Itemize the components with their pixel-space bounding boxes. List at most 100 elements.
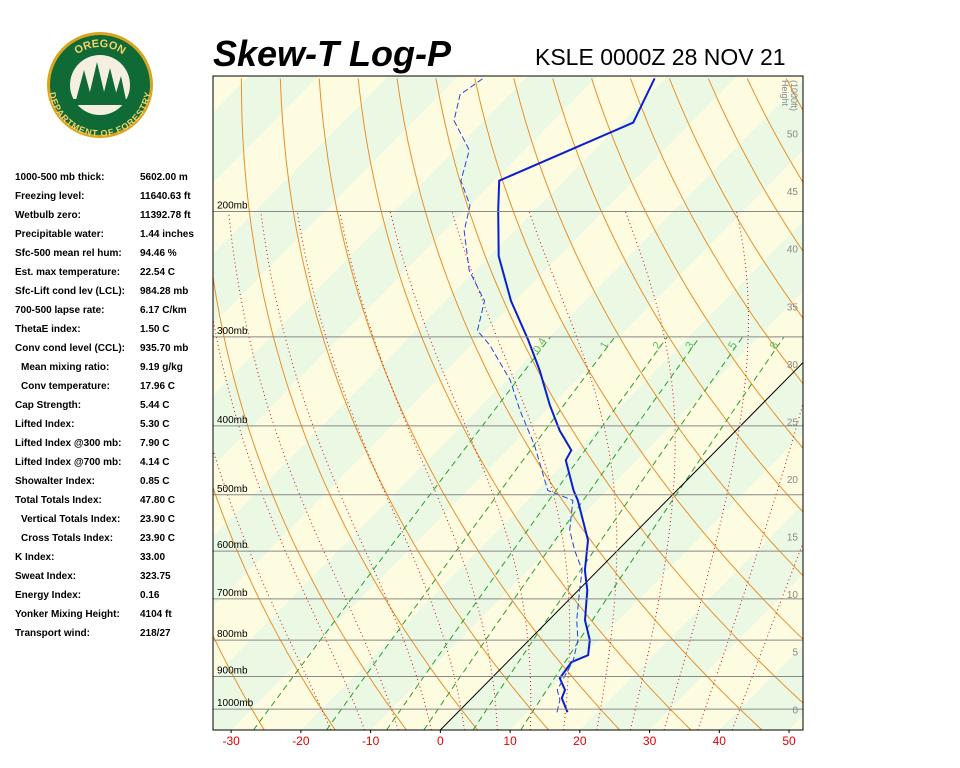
index-label: Precipitable water: — [15, 229, 104, 240]
title: Skew-T Log-P — [213, 33, 452, 74]
y2-tick-label: 25 — [787, 417, 799, 428]
index-label: Showalter Index: — [15, 476, 95, 487]
isotherm-band — [579, 503, 803, 730]
y-tick-label: 500mb — [217, 484, 248, 495]
y2-tick-label: 35 — [787, 302, 799, 313]
y-tick-label: 700mb — [217, 588, 248, 599]
index-label: K Index: — [15, 552, 54, 563]
mixing-ratio-label: 2 — [651, 340, 664, 351]
dry-adiabat — [942, 78, 960, 730]
y2-axis-label: Height — [780, 80, 790, 107]
logo-top-text: OREGON — [72, 38, 127, 57]
index-value: 5.30 C — [140, 419, 169, 430]
index-value: 5602.00 m — [140, 172, 188, 183]
dry-adiabat — [825, 78, 960, 730]
y2-tick-label: 0 — [792, 705, 798, 716]
index-value: 94.46 % — [140, 248, 177, 259]
index-label: Sfc-500 mean rel hum: — [15, 248, 122, 259]
y2-tick-label: 15 — [787, 533, 799, 544]
isotherm-band — [649, 574, 803, 730]
y2-tick-label: 30 — [787, 360, 799, 371]
isotherm-band — [213, 76, 459, 325]
index-value: 9.19 g/kg — [140, 362, 183, 373]
index-label: Total Totals Index: — [15, 495, 102, 506]
dry-adiabat — [591, 78, 803, 449]
index-label: Vertical Totals Index: — [21, 514, 120, 525]
mixing-ratio-label: 3 — [683, 340, 696, 351]
mixing-ratio-line — [326, 336, 616, 730]
moist-adiabat — [213, 316, 366, 730]
isotherm-band — [929, 76, 960, 730]
index-value: 11392.78 ft — [140, 210, 191, 221]
mixing-ratio-line — [472, 336, 744, 730]
plot: 0.4 1 2 3 5 81000mb900mb800mb700mb600mb500mb4… — [212, 75, 960, 748]
mixing-ratio-line — [520, 336, 785, 730]
y-tick-label: 800mb — [217, 629, 248, 640]
isotherm-band — [213, 79, 803, 730]
dry-adiabat — [903, 78, 960, 730]
logo-trees — [76, 62, 126, 100]
logo-ground — [72, 99, 128, 105]
x-tick-label: -10 — [362, 734, 380, 748]
index-value: 22.54 C — [140, 267, 175, 278]
index-value: 1.50 C — [140, 324, 169, 335]
mixing-ratio-line — [253, 336, 551, 730]
isotherm-band — [370, 291, 803, 730]
index-value: 11640.63 ft — [140, 191, 191, 202]
index-value: 1.44 inches — [140, 229, 194, 240]
moist-adiabat — [296, 211, 465, 730]
y2-tick-label: 50 — [787, 130, 799, 141]
index-value: 5.44 C — [140, 400, 169, 411]
x-tick-label: -30 — [222, 734, 240, 748]
index-value: 4.14 C — [140, 457, 169, 468]
mixing-ratio-label: 8 — [768, 340, 781, 351]
isotherm-band — [231, 150, 803, 730]
index-value: 4104 ft — [140, 609, 172, 620]
index-value: 218/27 — [140, 628, 171, 639]
y2-axis-label: (1000ft) — [789, 80, 799, 111]
zero-isotherm — [439, 361, 803, 730]
y2-tick-label: 40 — [787, 245, 799, 256]
index-value: 984.28 mb — [140, 286, 188, 297]
temperature-line — [497, 77, 656, 713]
index-value: 6.17 C/km — [140, 305, 187, 316]
index-value: 23.90 C — [140, 533, 175, 544]
plot-frame — [212, 75, 804, 731]
isotherm-band — [859, 76, 960, 730]
index-label: Cap Strength: — [15, 400, 81, 411]
index-label: Freezing level: — [15, 191, 84, 202]
index-label: Sfc-Lift cond lev (LCL): — [15, 286, 125, 297]
index-value: 7.90 C — [140, 438, 169, 449]
index-label: Est. max temperature: — [15, 267, 120, 278]
index-value: 0.85 C — [140, 476, 169, 487]
index-value: 33.00 — [140, 552, 165, 563]
x-tick-label: 40 — [713, 734, 727, 748]
index-label: Lifted Index: — [15, 419, 74, 430]
index-label: Cross Totals Index: — [21, 533, 113, 544]
moist-adiabat — [228, 211, 399, 730]
y-tick-label: 200mb — [217, 201, 248, 212]
dry-adiabat — [785, 78, 803, 112]
isotherm-band — [789, 715, 803, 730]
dry-adiabat — [864, 78, 960, 730]
index-value: 323.75 — [140, 571, 171, 582]
index-value: 0.16 — [140, 590, 160, 601]
index-value: 23.90 C — [140, 514, 175, 525]
index-label: 1000-500 mb thick: — [15, 172, 105, 183]
plot-area — [213, 76, 960, 730]
y2-tick-label: 10 — [787, 590, 799, 601]
y-tick-label: 900mb — [217, 666, 248, 677]
isotherm-band — [300, 221, 803, 730]
index-label: Transport wind: — [15, 628, 90, 639]
y-tick-label: 400mb — [217, 415, 248, 426]
x-tick-label: -20 — [292, 734, 310, 748]
index-label: Conv cond level (CCL): — [15, 343, 125, 354]
indices: 1000-500 mb thick: 5602.00 m Freezing leve… — [15, 172, 194, 639]
y-tick-label: 1000mb — [217, 698, 254, 709]
index-label: Mean mixing ratio: — [21, 362, 109, 373]
index-label: Lifted Index @700 mb: — [15, 457, 121, 468]
dry-adiabat — [630, 78, 803, 385]
moist-adiabat — [731, 541, 803, 730]
index-value: 47.80 C — [140, 495, 175, 506]
